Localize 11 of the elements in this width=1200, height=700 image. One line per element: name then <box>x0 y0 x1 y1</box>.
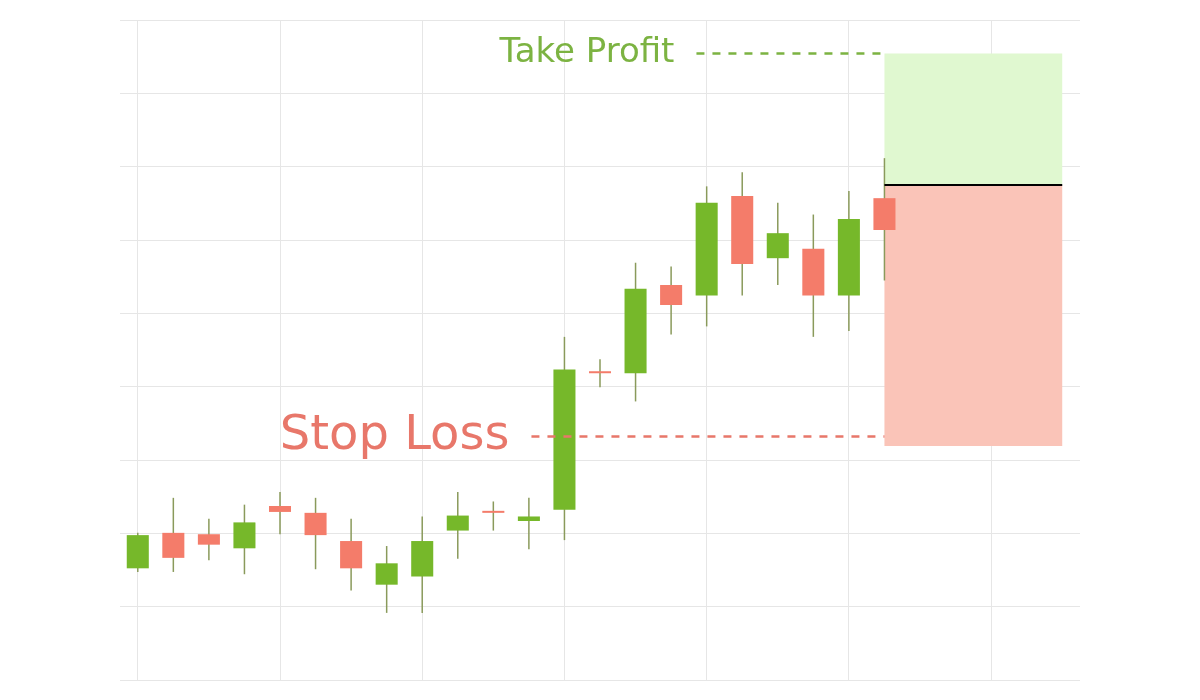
ref-line-label: Take Profit <box>498 30 675 71</box>
candlestick <box>517 497 540 550</box>
candlestick <box>660 265 683 336</box>
candlestick <box>268 491 292 535</box>
candlestick <box>588 358 612 389</box>
candlestick <box>304 497 327 570</box>
candlestick <box>375 545 398 614</box>
ref-line-label: Stop Loss <box>279 403 510 460</box>
candlestick <box>197 518 220 561</box>
candlestick <box>446 491 469 560</box>
candlestick <box>482 500 505 532</box>
